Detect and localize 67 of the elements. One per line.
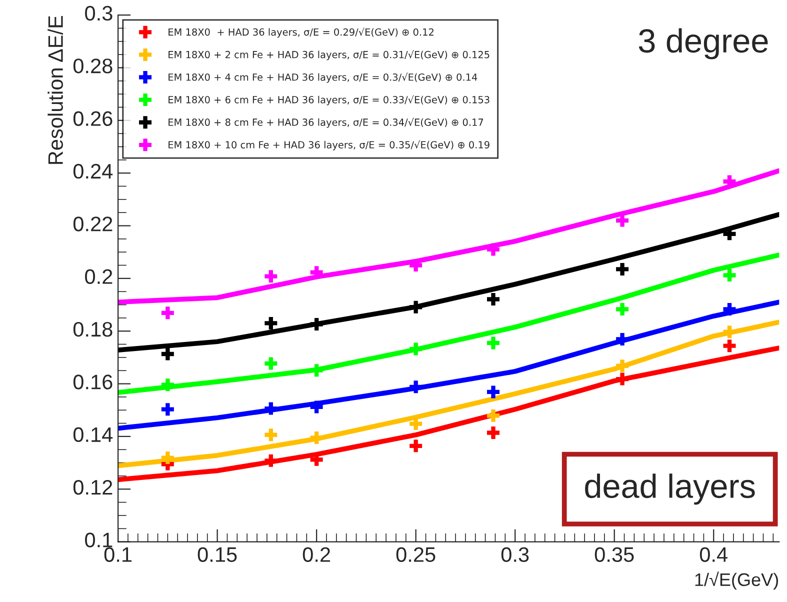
y-tick-label: 0.22	[73, 216, 112, 232]
legend-label: EM 18X0 + 10 cm Fe + HAD 36 layers, σ/E = 0.35/√E(GeV) ⊕ 0.19	[168, 140, 490, 150]
point	[723, 302, 736, 316]
point	[616, 302, 629, 316]
legend-label: EM 18X0 + 2 cm Fe + HAD 36 layers, σ/E = 0.31/√E(GeV) ⊕ 0.125	[168, 50, 490, 60]
point	[161, 306, 174, 320]
point	[410, 440, 422, 452]
point	[487, 243, 500, 256]
y-tick-label: 0.16	[73, 374, 112, 390]
point	[410, 380, 422, 394]
point	[310, 318, 323, 331]
point	[487, 409, 500, 422]
point	[161, 403, 174, 416]
point	[264, 270, 278, 283]
point	[264, 316, 278, 330]
point	[161, 378, 174, 392]
y-tick-label: 0.14	[73, 427, 113, 442]
point	[616, 372, 629, 386]
x-tick-label: 0.15	[198, 547, 237, 562]
y-axis-title: Resolution ΔE/E	[48, 16, 63, 164]
legend-label: EM 18X0 + 4 cm Fe + HAD 36 layers, σ/E = 0.3/√E(GeV) ⊕ 0.14	[168, 72, 478, 83]
y-tick-label: 0.2	[85, 269, 112, 284]
legend-label: EM 18X0 + 6 cm Fe + HAD 36 layers, σ/E = 0.33/√E(GeV) ⊕ 0.153	[168, 95, 490, 106]
legend-label: EM 18X0 + 8 cm Fe + HAD 36 layers, σ/E = 0.34/√E(GeV) ⊕ 0.17	[168, 118, 484, 128]
annotation: 3 degree	[638, 28, 768, 60]
point	[723, 269, 736, 282]
point	[264, 428, 278, 442]
y-tick-label: 0.26	[73, 111, 112, 126]
point	[487, 292, 500, 306]
point	[310, 400, 323, 414]
line-series	[118, 252, 780, 395]
point	[264, 454, 278, 467]
x-tick-label: 0.1	[104, 547, 132, 562]
x-tick-label: 0.35	[594, 547, 634, 562]
x-tick-label: 0.3	[501, 547, 529, 562]
x-axis-title: 1/√E(GeV)	[695, 572, 778, 590]
point	[487, 426, 500, 440]
x-tick-label: 0.2	[302, 547, 330, 562]
line-series	[118, 168, 780, 305]
point	[616, 360, 629, 372]
line-series	[118, 300, 780, 431]
legend-label: EM 18X0 + HAD 36 layers, σ/E = 0.29/√E(GeV) ⊕ 0.12	[168, 28, 434, 38]
y-tick-label: 0.24	[73, 164, 113, 179]
point	[410, 259, 422, 272]
x-tick-label: 0.4	[700, 547, 728, 562]
point	[310, 364, 323, 377]
x-tick-label: 0.25	[396, 547, 436, 562]
y-tick-label: 0.18	[73, 322, 112, 337]
point	[487, 386, 500, 398]
point	[616, 214, 629, 227]
point	[161, 452, 174, 464]
point	[264, 402, 278, 415]
point	[487, 336, 500, 350]
point	[723, 340, 736, 352]
line-series	[118, 320, 780, 468]
y-tick-label: 0.1	[85, 532, 112, 548]
y-tick-label: 0.12	[73, 480, 112, 495]
y-tick-label: 0.3	[85, 6, 112, 21]
point	[723, 326, 736, 338]
point	[410, 418, 422, 430]
annotation: dead layers	[585, 474, 755, 505]
point	[264, 357, 278, 370]
point	[410, 300, 422, 314]
y-tick-label: 0.28	[73, 58, 112, 74]
point	[161, 348, 174, 360]
point	[410, 342, 422, 356]
point	[616, 262, 629, 276]
